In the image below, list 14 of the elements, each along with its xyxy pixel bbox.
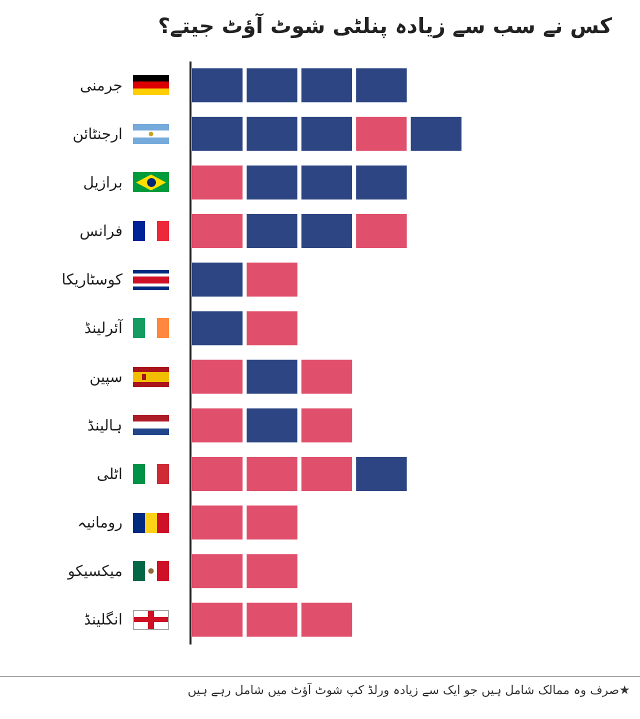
y-tick-label: رومانیہ xyxy=(78,514,122,532)
y-tick-label: میکسیکو xyxy=(66,562,122,580)
y-tick-label: جرمنی xyxy=(80,76,122,94)
y-tick-label: آئرلینڈ xyxy=(84,318,124,338)
y-tick-label: سپین xyxy=(89,368,122,386)
y-tick-label: برازیل xyxy=(83,173,122,192)
y-tick-label: انگلینڈ xyxy=(84,610,122,629)
y-tick-label: کوسٹاریکا xyxy=(62,270,124,289)
y-tick-label: ہالینڈ xyxy=(87,416,122,434)
chart-title: کس نے سب سے زیادہ پنلٹی شوٹ آؤٹ جیتے؟ xyxy=(158,12,613,39)
y-tick-label: فرانس xyxy=(80,222,122,240)
text: ★صرف وہ ممالک شامل ہیں جو ایک سے زیادہ ورلڈ کپ شوٹ آؤٹ میں شامل رہے ہیں xyxy=(0,676,640,697)
y-tick-label: اٹلی xyxy=(96,464,122,483)
y-tick-label: ارجنٹائن xyxy=(72,124,122,143)
